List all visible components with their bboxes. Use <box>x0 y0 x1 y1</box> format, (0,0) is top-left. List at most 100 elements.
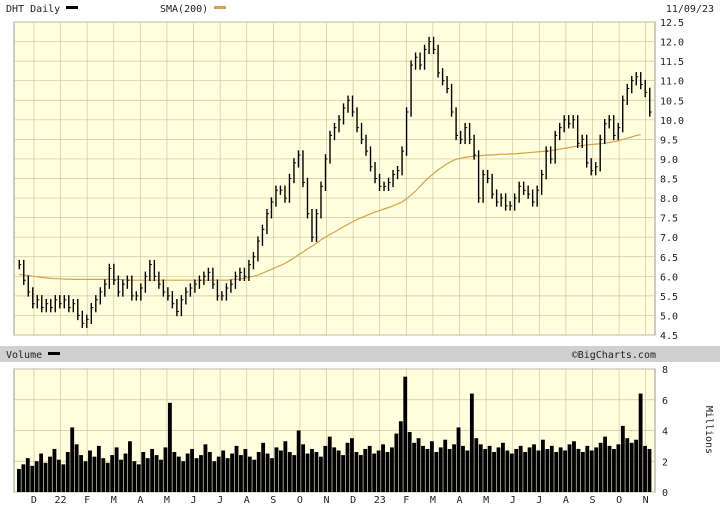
x-tick-label: O <box>616 495 622 506</box>
volume-bar <box>367 445 372 492</box>
volume-bar <box>110 455 115 492</box>
x-tick-label: A <box>244 495 250 506</box>
volume-bars-group <box>17 376 652 492</box>
volume-bar <box>372 453 377 492</box>
volume-bar <box>305 453 310 492</box>
price-tick-label: 7.0 <box>660 233 678 244</box>
volume-bar <box>203 444 208 492</box>
x-tick-label: M <box>164 495 170 506</box>
ticker-label: DHT Daily <box>6 4 60 15</box>
x-tick-label: D <box>31 495 37 506</box>
volume-bar <box>416 438 421 492</box>
volume-bar <box>434 452 439 492</box>
volume-bar <box>358 455 363 492</box>
volume-bar <box>407 432 412 492</box>
volume-bar <box>256 452 261 492</box>
volume-bar <box>532 444 536 492</box>
volume-bar <box>79 455 84 492</box>
volume-bar <box>461 445 465 492</box>
price-y-tick-labels: 12.5 12.0 11.5 11.0 10.5 10.0 9.5 9.0 8.5 8.0 7.5 7… <box>660 18 684 342</box>
volume-bar <box>354 452 359 492</box>
x-tick-label: O <box>297 495 303 506</box>
volume-bar <box>501 442 505 492</box>
price-bars-group <box>18 36 652 328</box>
volume-bar <box>643 445 647 492</box>
volume-bar <box>474 438 479 492</box>
volume-bar <box>207 452 212 492</box>
volume-bar <box>70 427 75 492</box>
volume-bar <box>567 444 572 492</box>
volume-bar <box>341 455 346 492</box>
brand-credit: ©BigCharts.com <box>572 350 656 361</box>
price-tick-label: 6.0 <box>660 272 678 283</box>
volume-bar <box>363 448 368 492</box>
x-tick-label: A <box>456 495 462 506</box>
volume-bar <box>616 444 621 492</box>
volume-bar <box>438 447 443 492</box>
x-tick-label: M <box>430 495 436 506</box>
x-tick-label: F <box>84 495 90 506</box>
volume-bar <box>536 450 541 492</box>
volume-bar <box>647 448 652 492</box>
x-tick-label: S <box>270 495 276 506</box>
volume-bar <box>172 452 177 492</box>
volume-bar <box>456 427 461 492</box>
volume-bar <box>607 445 612 492</box>
volume-bar <box>612 448 616 492</box>
volume-bar <box>540 439 545 492</box>
x-tick-label: 23 <box>374 495 386 506</box>
volume-bar <box>505 450 510 492</box>
price-tick-label: 5.0 <box>660 311 678 322</box>
volume-bar <box>425 448 430 492</box>
x-tick-label: F <box>403 495 409 506</box>
volume-bar <box>589 450 594 492</box>
x-tick-label: J <box>217 495 223 506</box>
volume-bar <box>318 456 323 492</box>
volume-bar <box>421 445 425 492</box>
volume-bar <box>252 459 257 492</box>
volume-bar <box>61 464 66 492</box>
volume-bar <box>74 444 79 492</box>
price-tick-label: 7.5 <box>660 214 678 225</box>
volume-bar <box>385 452 390 492</box>
volume-bar <box>563 450 568 492</box>
price-tick-label: 10.5 <box>660 96 684 107</box>
volume-bar <box>598 442 603 492</box>
volume-bar <box>447 448 452 492</box>
volume-bar <box>429 441 434 492</box>
x-tick-label: 22 <box>55 495 67 506</box>
volume-header-band <box>0 346 720 362</box>
volume-bar <box>159 459 163 492</box>
volume-bar <box>119 459 123 492</box>
volume-legend-swatch <box>48 352 60 355</box>
x-tick-label: S <box>589 495 595 506</box>
volume-bar <box>403 376 408 492</box>
price-tick-label: 4.5 <box>660 331 678 342</box>
price-tick-label: 8.0 <box>660 194 678 205</box>
volume-bar <box>101 458 106 492</box>
volume-bar <box>114 447 119 492</box>
volume-bar <box>496 447 501 492</box>
volume-bar <box>381 444 385 492</box>
volume-bar <box>492 452 496 492</box>
volume-bar <box>39 453 44 492</box>
volume-bar <box>247 456 252 492</box>
volume-bar <box>443 439 448 492</box>
volume-bar <box>88 450 92 492</box>
volume-bar <box>167 402 172 492</box>
volume-bar <box>163 447 168 492</box>
volume-bar <box>580 452 585 492</box>
volume-bar <box>65 452 70 492</box>
volume-bar <box>603 436 607 492</box>
volume-bar <box>332 447 337 492</box>
price-tick-label: 5.5 <box>660 292 678 303</box>
volume-bar <box>234 445 239 492</box>
volume-bar <box>21 464 26 492</box>
x-tick-label: D <box>350 495 356 506</box>
volume-bar <box>141 452 146 492</box>
volume-bar <box>270 458 274 492</box>
volume-bar <box>17 468 21 492</box>
volume-bar <box>292 455 297 492</box>
volume-bar <box>265 453 270 492</box>
volume-bar <box>105 462 110 492</box>
